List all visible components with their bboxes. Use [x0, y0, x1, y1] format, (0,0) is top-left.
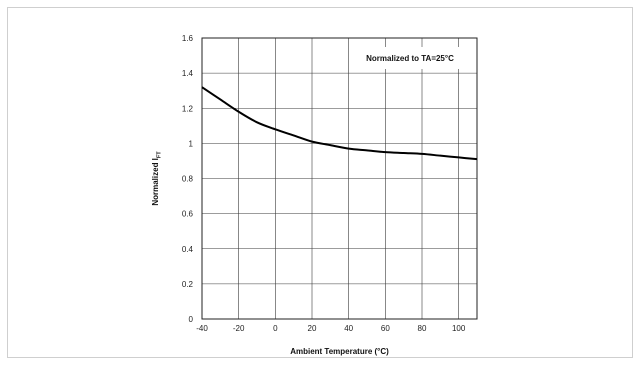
annotation-text: Normalized to TA=25°C: [366, 54, 454, 63]
x-tick-label: -40: [196, 324, 208, 333]
y-tick-label: 0.2: [182, 280, 194, 289]
y-tick-label: 1.2: [182, 104, 194, 113]
y-axis-title: Normalized IFT: [151, 151, 163, 206]
x-tick-label: 40: [344, 324, 353, 333]
y-axis-title-main: Normalized I: [151, 158, 160, 206]
y-tick-label: 1: [189, 139, 194, 148]
series-line: [201, 86, 478, 161]
y-axis-title-subscript: FT: [157, 151, 163, 158]
y-tick-label: 0.8: [182, 175, 194, 184]
x-axis-title: Ambient Temperature (°C): [290, 347, 389, 356]
y-axis-ticks: 0 0.2 0.4 0.6 0.8 1 1.2 1.4 1.6: [182, 34, 194, 324]
x-tick-label: 60: [381, 324, 390, 333]
chart-frame: [7, 7, 633, 358]
y-tick-label: 0.4: [182, 245, 194, 254]
x-tick-label: 0: [273, 324, 278, 333]
y-tick-label: 1.6: [182, 34, 194, 43]
y-tick-label: 1.4: [182, 69, 194, 78]
y-tick-label: 0: [189, 315, 194, 324]
plot-border: [201, 37, 478, 320]
x-tick-label: 100: [452, 324, 466, 333]
y-tick-label: 0.6: [182, 210, 194, 219]
x-tick-label: 80: [418, 324, 427, 333]
x-tick-label: -20: [233, 324, 245, 333]
annotation-box: Normalized to TA=25°C: [352, 47, 468, 69]
x-tick-label: 20: [308, 324, 317, 333]
svg-text:Normalized IFT: Normalized IFT: [151, 151, 163, 206]
grid-lines: [202, 38, 477, 319]
x-axis-ticks: -40 -20 0 20 40 60 80 100: [196, 324, 466, 333]
